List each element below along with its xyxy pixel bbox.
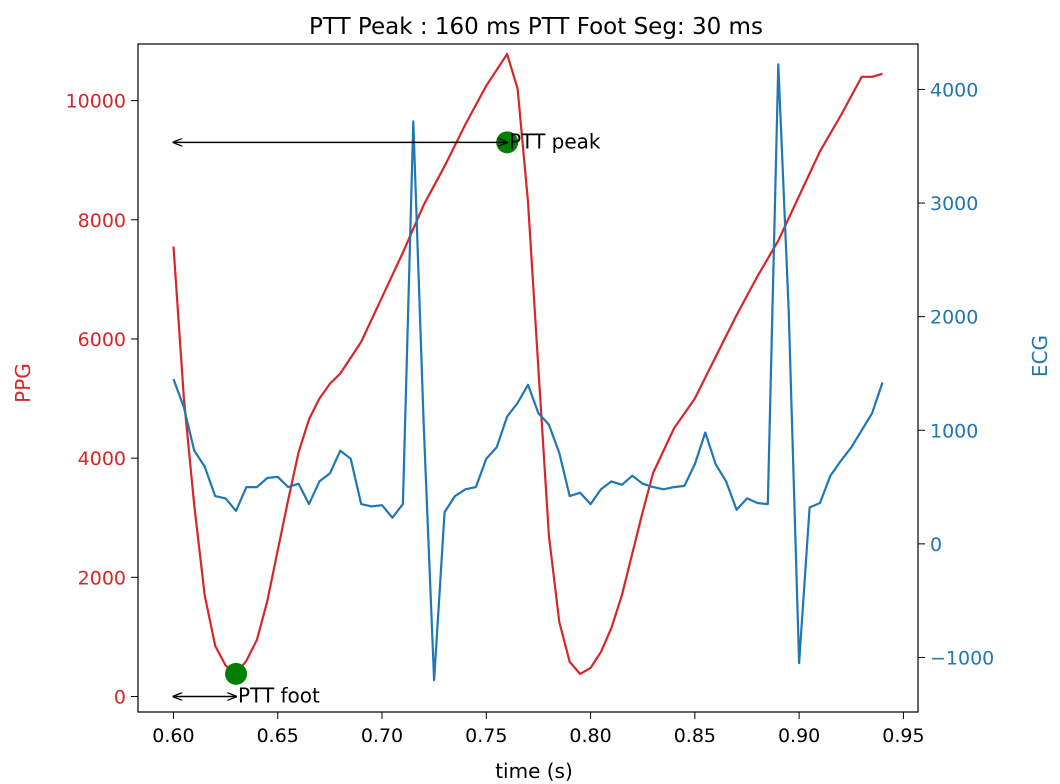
right-axis-label: ECG [1028,335,1052,377]
right-y-tick-label: 2000 [930,307,978,329]
axes-frame [137,43,919,713]
right-y-tick-label: 1000 [930,420,978,442]
ppg-series-line [172,52,883,676]
left-axis-label: PPG [11,363,35,403]
right-y-tick-label: 3000 [930,193,978,215]
left-y-tick-label: 6000 [78,329,126,351]
left-y-tick-label: 8000 [78,210,126,232]
right-y-tick-label: −1000 [930,647,994,669]
x-tick-label: 0.70 [361,725,403,747]
x-tick-label: 0.90 [778,725,820,747]
x-tick-label: 0.65 [257,725,299,747]
annotation-label: PTT peak [509,129,601,153]
left-y-tick-label: 10000 [66,91,126,113]
left-y-tick-label: 4000 [78,448,126,470]
x-tick-label: 0.85 [674,725,716,747]
right-y-tick-label: 0 [930,534,942,556]
ptt-marker-point [225,662,248,685]
right-y-tick-label: 4000 [930,79,978,101]
x-axis-label: time (s) [495,759,573,783]
x-tick-label: 0.75 [465,725,507,747]
left-y-tick-label: 2000 [78,567,126,589]
annotation-label: PTT foot [238,684,320,708]
x-tick-label: 0.95 [882,725,924,747]
left-y-tick-label: 0 [114,687,126,709]
x-tick-label: 0.80 [569,725,611,747]
ecg-series-line [172,63,884,682]
chart-title: PTT Peak : 160 ms PTT Foot Seg: 30 ms [309,14,763,40]
x-tick-label: 0.60 [152,725,194,747]
plot-area: 0.60 0.65 0.70 0.75 0.80 0.85 0.90 0.95 0 2000 400… [66,43,994,747]
